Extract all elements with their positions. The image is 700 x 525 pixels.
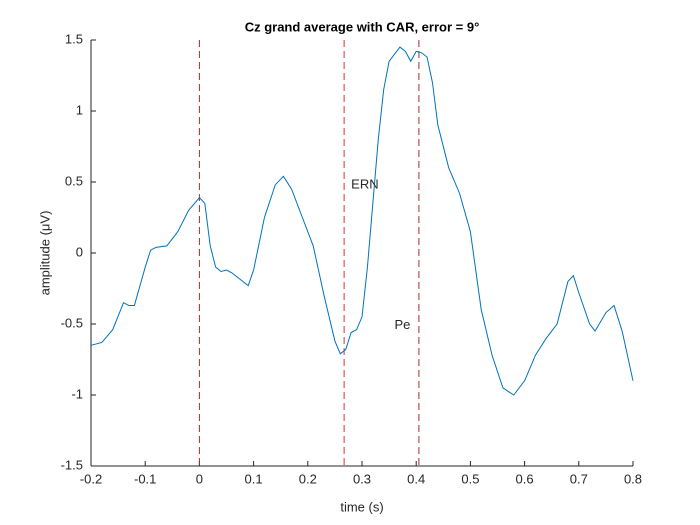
y-tick-label: 0 [76,244,83,259]
x-tick-label: 0.5 [461,471,479,486]
y-tick-label: -1 [71,386,83,401]
x-tick-label: 0.2 [299,471,317,486]
x-tick-label: 0.8 [624,471,642,486]
x-tick-label: -0.1 [134,471,156,486]
annotation: ERN [351,176,378,191]
x-tick-label: 0.6 [516,471,534,486]
x-tick-label: 0 [196,471,203,486]
x-tick-label: -0.2 [80,471,102,486]
y-tick-label: 1 [76,102,83,117]
y-tick-label: -0.5 [61,315,83,330]
x-tick-label: 0.4 [407,471,425,486]
x-tick-label: 0.1 [245,471,263,486]
y-tick-label: -1.5 [61,457,83,472]
y-tick-label: 1.5 [65,31,83,46]
x-tick-label: 0.7 [570,471,588,486]
x-tick-label: 0.3 [353,471,371,486]
y-axis-label: amplitude (μV) [37,211,52,296]
annotation: Pe [395,317,411,332]
chart-title: Cz grand average with CAR, error = 9° [245,19,480,34]
y-tick-label: 0.5 [65,173,83,188]
data-line [90,46,634,396]
x-axis-label: time (s) [340,499,383,514]
